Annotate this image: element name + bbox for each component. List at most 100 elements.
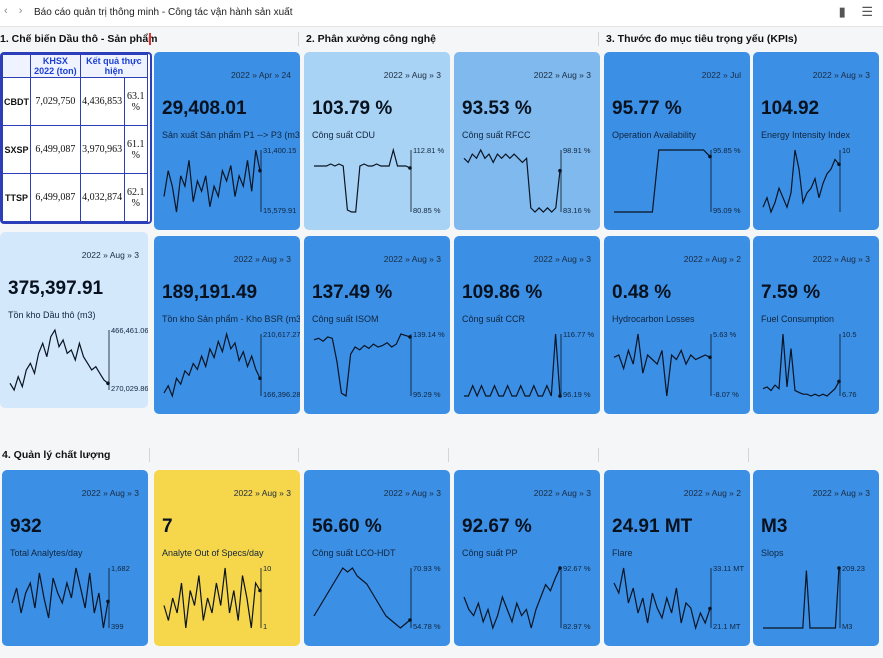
- sparkline-chart: [313, 567, 412, 629]
- sparkline-chart: [163, 567, 262, 629]
- kpi-tile-ton-kho-sp[interactable]: 2022 » Aug » 3 189,191.49 Tồn kho Sản phẩm…: [154, 236, 300, 414]
- sparkline-max-label: 1,682: [111, 564, 130, 573]
- sparkline-min-label: 83.16 %: [563, 206, 591, 215]
- table-header-plan: KHSX 2022 (ton): [30, 54, 81, 78]
- sparkline-max-label: 116.77 %: [563, 330, 595, 339]
- tile-label: Công suất ISOM: [312, 314, 379, 324]
- table-row: CBDT 7,029,750 4,436,853 63.1 %: [2, 77, 149, 126]
- sparkline-last-point: [558, 394, 562, 398]
- sparkline-last-point: [837, 162, 841, 167]
- sparkline-min-label: 270,029.86: [111, 384, 148, 393]
- sparkline-max-label: 10.5: [842, 330, 857, 339]
- sparkline-min-label: 6.76: [842, 390, 857, 399]
- toolbar-icons: ▮ ☰: [827, 4, 873, 20]
- sparkline-max-label: 92.67 %: [563, 564, 591, 573]
- kpi-tile-isom[interactable]: 2022 » Aug » 3 137.49 % Công suất ISOM 139.…: [304, 236, 450, 414]
- menu-icon[interactable]: ☰: [861, 4, 873, 19]
- tile-value: 0.48 %: [612, 282, 672, 303]
- sparkline-chart: [11, 567, 110, 629]
- sparkline-chart: [762, 149, 841, 214]
- kpi-tile-energy-intensity[interactable]: 2022 » Aug » 3 104.92 Energy Intensity Ind…: [753, 52, 879, 230]
- tile-value: 24.91 MT: [612, 516, 693, 537]
- kpi-tile-operation-availability[interactable]: 2022 » Jul 95.77 % Operation Availability 9…: [604, 52, 750, 230]
- sparkline-last-point: [258, 588, 262, 593]
- sparkline-chart: [9, 328, 110, 392]
- tile-label: Analyte Out of Specs/day: [162, 548, 264, 558]
- sparkline-chart: [464, 333, 562, 398]
- section-separator: [448, 448, 449, 462]
- tile-label: Tồn kho Dầu thô (m3): [8, 310, 96, 320]
- sparkline-series: [763, 567, 840, 629]
- sparkline-last-point: [708, 606, 712, 611]
- sparkline-series: [762, 149, 840, 214]
- sparkline-chart: [314, 147, 412, 213]
- bookmark-icon[interactable]: ▮: [838, 4, 846, 19]
- tile-value: 189,191.49: [162, 282, 258, 303]
- tile-date: 2022 » Aug » 2: [683, 254, 741, 264]
- sparkline-max-label: 112.81 %: [413, 146, 445, 155]
- kpi-tile-ccr[interactable]: 2022 » Aug » 3 109.86 % Công suất CCR 116.7…: [454, 236, 600, 414]
- row-name: SXSP: [2, 125, 31, 174]
- tile-label: Công suất RFCC: [462, 130, 531, 140]
- tile-label: Công suất CDU: [312, 130, 376, 140]
- kpi-tile-flare[interactable]: 2022 » Aug » 2 24.91 MT Flare 33.11 MT 21.1 …: [604, 470, 750, 646]
- kpi-tile-analyte-out-of-specs[interactable]: 2022 » Aug » 3 7 Analyte Out of Specs/day 1…: [154, 470, 300, 646]
- tile-date: 2022 » Aug » 2: [683, 488, 741, 498]
- kpi-tile-lco-hdt[interactable]: 2022 » Aug » 3 56.60 % Công suất LCO-HDT 70…: [304, 470, 450, 646]
- tile-label: Fuel Consumption: [761, 314, 835, 324]
- sparkline-last-point: [106, 599, 110, 604]
- sparkline-chart: [613, 333, 712, 397]
- sparkline-last-point: [558, 566, 562, 570]
- sparkline-chart: [763, 566, 841, 629]
- kpi-tile-slops[interactable]: 2022 » Aug » 3 M3 Slops 209.23 M3: [753, 470, 879, 646]
- sparkline-series: [463, 567, 561, 630]
- kpi-tile-san-xuat[interactable]: 2022 » Apr » 24 29,408.01 Sản xuất Sản phẩ…: [154, 52, 300, 230]
- sparkline-series: [613, 567, 711, 631]
- tile-date: 2022 » Apr » 24: [230, 70, 291, 80]
- section-title-units: 2. Phân xưởng công nghệ: [306, 33, 436, 45]
- sparkline-series: [762, 333, 840, 397]
- kpi-tile-total-analytes[interactable]: 2022 » Aug » 3 932 Total Analytes/day 1,682…: [2, 470, 148, 646]
- section-separator: [598, 32, 599, 46]
- tile-label: Slops: [761, 548, 784, 558]
- sparkline-chart: [163, 149, 262, 213]
- sparkline-chart: [313, 333, 412, 398]
- sparkline-min-label: 399: [111, 622, 124, 631]
- kpi-tile-rfcc[interactable]: 2022 » Aug » 3 93.53 % Công suất RFCC 98.91…: [454, 52, 600, 230]
- kpi-tile-fuel-consumption[interactable]: 2022 » Aug » 3 7.59 % Fuel Consumption 10.5…: [753, 236, 879, 414]
- tile-value: 104.92: [761, 98, 820, 119]
- tile-value: 109.86 %: [462, 282, 543, 303]
- sparkline-chart: [163, 331, 262, 398]
- sparkline-max-label: 466,461.06: [111, 326, 148, 335]
- section-separator: [748, 448, 749, 462]
- sparkline-min-label: 96.19 %: [563, 390, 591, 399]
- tile-date: 2022 » Aug » 3: [81, 250, 139, 260]
- sparkline-last-point: [408, 618, 412, 622]
- sparkline-min-label: -8.07 %: [713, 390, 739, 399]
- tile-label: Energy Intensity Index: [761, 130, 851, 140]
- sparkline-last-point: [708, 355, 712, 360]
- sparkline-min-label: 80.85 %: [413, 206, 441, 215]
- kpi-tile-pp[interactable]: 2022 » Aug » 3 92.67 % Công suất PP 92.67 %…: [454, 470, 600, 646]
- section-title-kpis: 3. Thước đo mục tiêu trọng yếu (KPIs): [606, 33, 798, 45]
- sparkline-last-point: [837, 566, 841, 570]
- sparkline-min-label: 54.78 %: [413, 622, 441, 631]
- tile-value: 137.49 %: [312, 282, 393, 303]
- row-actual: 4,436,853: [79, 77, 125, 126]
- tile-value: 7: [162, 516, 173, 537]
- tile-label: Operation Availability: [612, 130, 696, 140]
- sparkline-series: [163, 567, 261, 629]
- sparkline-last-point: [708, 154, 712, 159]
- sparkline-last-point: [258, 376, 262, 381]
- row-plan: 6,499,087: [30, 173, 81, 222]
- sparkline-chart: [613, 567, 712, 631]
- sparkline-series: [163, 331, 261, 398]
- row-actual: 4,032,874: [79, 173, 125, 222]
- sparkline-max-label: 5.63 %: [713, 330, 737, 339]
- tile-date: 2022 » Aug » 3: [383, 70, 441, 80]
- kpi-tile-ton-kho-dau-tho[interactable]: 2022 » Aug » 3 375,397.91 Tồn kho Dầu thô …: [0, 232, 148, 408]
- sparkline-last-point: [258, 168, 262, 173]
- kpi-tile-hydrocarbon-losses[interactable]: 2022 » Aug » 2 0.48 % Hydrocarbon Losses 5.…: [604, 236, 750, 414]
- nav-arrows[interactable]: ‹ ›: [4, 5, 27, 17]
- kpi-tile-cdu[interactable]: 2022 » Aug » 3 103.79 % Công suất CDU 112.8…: [304, 52, 450, 230]
